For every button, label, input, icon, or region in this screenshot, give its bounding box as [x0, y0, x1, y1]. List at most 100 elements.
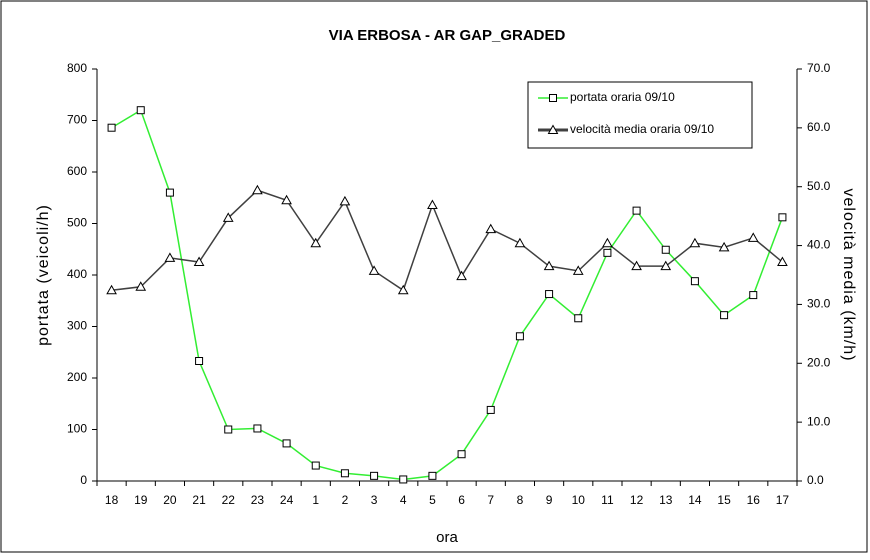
- x-tick-label: 2: [342, 493, 349, 507]
- x-tick-label: 12: [630, 493, 644, 507]
- data-point: [602, 237, 613, 248]
- data-point: [660, 260, 672, 271]
- data-point: [777, 256, 788, 267]
- x-tick-label: 9: [546, 493, 553, 507]
- data-point: [547, 124, 559, 134]
- y-tick-label: 700: [67, 113, 87, 127]
- data-point: [631, 260, 642, 271]
- y2-tick-label: 10.0: [807, 414, 831, 428]
- x-tick-label: 18: [105, 493, 119, 507]
- data-point: [545, 290, 554, 299]
- x-tick-label: 1: [312, 493, 319, 507]
- data-point: [165, 188, 174, 197]
- data-point: [310, 237, 322, 248]
- y-axis-label: portata (veicoli/h): [35, 204, 52, 346]
- y2-tick-label: 40.0: [807, 238, 831, 252]
- data-point: [136, 106, 145, 115]
- data-point: [574, 314, 583, 323]
- data-point: [749, 291, 758, 300]
- x-tick-label: 4: [400, 493, 407, 507]
- data-point: [193, 256, 205, 267]
- y2-tick-label: 60.0: [807, 120, 831, 134]
- data-point: [340, 469, 349, 478]
- data-point: [107, 123, 116, 132]
- data-point: [370, 471, 379, 480]
- data-point: [543, 260, 555, 271]
- x-tick-label: 11: [601, 493, 614, 507]
- y-tick-label: 0: [80, 473, 87, 487]
- y2-tick-label: 30.0: [807, 297, 831, 311]
- y-tick-label: 600: [67, 164, 87, 178]
- x-tick-label: 8: [517, 493, 524, 507]
- x-tick-label: 20: [163, 493, 177, 507]
- data-point: [661, 245, 670, 254]
- data-point: [224, 425, 233, 434]
- x-tick-label: 10: [572, 493, 586, 507]
- x-tick-label: 6: [458, 493, 465, 507]
- data-point: [252, 184, 263, 195]
- data-point: [397, 284, 409, 295]
- y-tick-label: 500: [67, 216, 87, 230]
- data-point: [427, 199, 438, 209]
- y2-axis-label: velocità media (km/h): [840, 188, 857, 361]
- data-point: [690, 277, 699, 286]
- data-point: [457, 450, 466, 459]
- x-tick-label: 23: [251, 493, 265, 507]
- legend-label: velocità media oraria 09/10: [570, 122, 714, 136]
- data-point: [456, 270, 467, 281]
- x-tick-label: 13: [659, 493, 673, 507]
- y-tick-label: 800: [67, 61, 87, 75]
- x-tick-label: 3: [371, 493, 378, 507]
- x-axis-label: ora: [436, 529, 458, 546]
- data-point: [778, 213, 787, 222]
- data-point: [311, 461, 320, 470]
- y2-tick-label: 0.0: [807, 473, 824, 487]
- data-point: [253, 424, 262, 433]
- data-point: [428, 471, 437, 480]
- x-tick-label: 24: [280, 493, 294, 507]
- data-point: [399, 475, 408, 484]
- data-point: [281, 194, 292, 205]
- data-point: [368, 265, 380, 275]
- data-point: [514, 237, 526, 248]
- data-point: [282, 439, 291, 448]
- x-tick-label: 17: [776, 493, 790, 507]
- data-point: [135, 281, 147, 291]
- data-point: [549, 94, 557, 102]
- x-tick-label: 5: [429, 493, 436, 507]
- data-point: [485, 223, 497, 234]
- data-point: [339, 195, 351, 206]
- y2-tick-label: 20.0: [807, 355, 831, 369]
- data-point: [515, 332, 524, 341]
- x-tick-label: 21: [192, 493, 206, 507]
- data-point: [747, 232, 759, 242]
- data-point: [689, 237, 701, 248]
- data-point: [632, 206, 641, 215]
- data-point: [572, 265, 584, 275]
- data-point: [720, 311, 729, 320]
- legend-label: portata oraria 09/10: [570, 90, 675, 104]
- data-point: [603, 248, 612, 257]
- y2-tick-label: 50.0: [807, 179, 831, 193]
- y-tick-label: 100: [67, 422, 87, 436]
- chart-title: VIA ERBOSA - AR GAP_GRADED: [329, 27, 566, 44]
- y-tick-label: 300: [67, 319, 87, 333]
- series-line: [111, 109, 784, 481]
- y-tick-label: 400: [67, 267, 87, 281]
- y-tick-label: 200: [67, 370, 87, 384]
- data-point: [718, 241, 730, 252]
- x-tick-label: 16: [747, 493, 761, 507]
- series-line: [111, 189, 783, 292]
- data-point: [164, 252, 176, 262]
- x-tick-label: 22: [222, 493, 236, 507]
- data-point: [106, 284, 117, 295]
- data-point: [222, 212, 234, 222]
- x-tick-label: 7: [487, 493, 494, 507]
- data-point: [486, 405, 495, 414]
- x-tick-label: 14: [688, 493, 702, 507]
- x-tick-label: 19: [134, 493, 148, 507]
- data-point: [195, 357, 204, 366]
- x-tick-label: 15: [717, 493, 731, 507]
- legend-box: [527, 81, 753, 149]
